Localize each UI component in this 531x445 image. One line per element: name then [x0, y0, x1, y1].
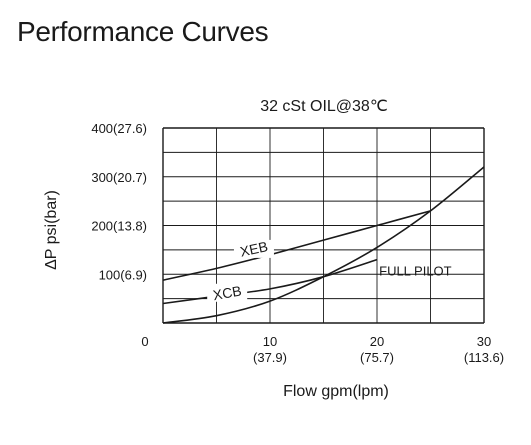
annotation-label: FULL PILOT	[379, 263, 452, 278]
x-tick-label: 30	[477, 334, 491, 349]
y-axis-label: ΔP psi(bar)	[43, 190, 60, 270]
curve-full-pilot	[162, 166, 485, 324]
curve-label-xcb: XCB	[212, 282, 243, 303]
curves	[162, 166, 485, 324]
x-tick-sublabel: (75.7)	[360, 350, 394, 365]
y-tick-labels: 100(6.9) 200(13.8) 300(20.7) 400(27.6)	[91, 121, 147, 282]
page-title: Performance Curves	[17, 16, 269, 47]
curve-label-background	[207, 283, 248, 302]
origin-label: 0	[141, 334, 148, 349]
y-tick-label: 200(13.8)	[91, 219, 147, 234]
curve-label-background	[233, 239, 274, 258]
x-tick-label: 20	[370, 334, 384, 349]
curve-xcb	[162, 258, 378, 305]
x-tick-label: 10	[263, 334, 277, 349]
y-tick-label: 100(6.9)	[99, 267, 147, 282]
x-tick-labels: 10(37.9) 20(75.7) 30(113.6)	[253, 334, 504, 365]
curve-label-xeb: XEB	[239, 238, 270, 259]
x-tick-sublabel: (113.6)	[464, 350, 504, 365]
y-tick-label: 300(20.7)	[91, 170, 147, 185]
y-tick-label: 400(27.6)	[91, 121, 147, 136]
x-tick-sublabel: (37.9)	[253, 350, 287, 365]
chart-subtitle: 32 cSt OIL@38℃	[260, 98, 388, 115]
curve-xeb	[162, 210, 431, 281]
curve-labels: XEB XCB FULL PILOT	[207, 238, 452, 303]
x-axis-label: Flow gpm(lpm)	[283, 383, 389, 400]
